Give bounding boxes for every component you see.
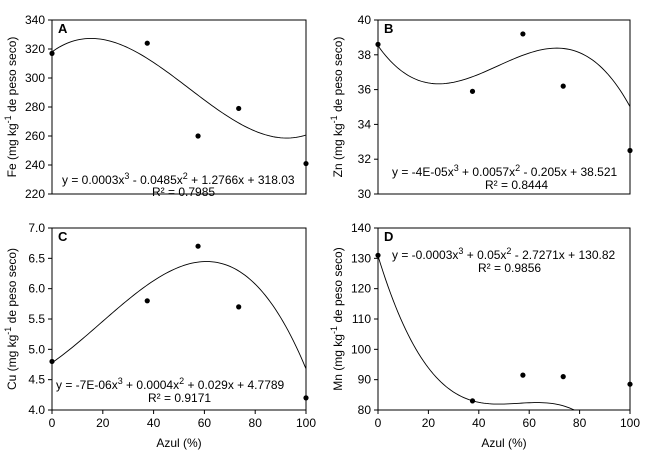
x-tick-label: 0 [375, 416, 382, 430]
y-tick-label: 240 [25, 158, 45, 172]
data-point [520, 31, 526, 37]
r-squared: R² = 0.7985 [152, 185, 215, 199]
y-tick-label: 7.0 [28, 221, 45, 235]
data-point [236, 105, 242, 112]
panel-letter: A [58, 21, 68, 36]
x-tick-label: 60 [523, 416, 537, 430]
fit-equation: y = -7E-06x3 + 0.0004x2 + 0.029x + 4.778… [56, 376, 285, 392]
y-tick-label: 340 [25, 13, 45, 27]
fit-equation: y = -0.0003x3 + 0.05x2 - 2.7271x + 130.8… [392, 246, 616, 262]
fit-curve [377, 45, 631, 107]
y-tick-label: 260 [25, 129, 45, 143]
y-tick-label: 110 [352, 312, 371, 326]
x-tick-label: 100 [620, 416, 640, 430]
y-tick-label: 220 [25, 187, 45, 201]
data-point [560, 83, 566, 89]
panel-letter: B [384, 21, 393, 36]
data-point [144, 40, 150, 46]
y-tick-label: 120 [351, 282, 371, 296]
y-tick-label: 320 [25, 42, 45, 56]
panel-d: 80 90 100 110 120 130 140 0 20 40 60 80 100 Azul (%) M… [329, 221, 640, 450]
r-squared: R² = 0.9856 [478, 261, 541, 275]
x-tick-label: 60 [198, 416, 212, 430]
y-axis-title: Cu (mg kg-1 de peso seco) [3, 248, 19, 390]
fit-curve [51, 261, 307, 369]
fit-equation: y = -4E-05x3 + 0.0057x2 - 0.205x + 38.52… [392, 163, 618, 179]
y-tick-label: 38 [358, 48, 372, 62]
panel-a: 220 240 260 280 300 320 340 Fe (mg kg-1 de peso… [3, 13, 309, 201]
r-squared: R² = 0.8444 [485, 178, 548, 192]
panel-letter: C [58, 229, 68, 244]
y-tick-label: 5.0 [28, 342, 45, 356]
fit-curve [51, 37, 307, 139]
fit-equation: y = 0.0003x3 - 0.0485x2 + 1.2766x + 318.… [62, 171, 295, 187]
y-tick-label: 34 [358, 117, 372, 131]
fit-curve [377, 255, 630, 411]
y-tick-label: 90 [358, 373, 372, 387]
x-tick-label: 0 [49, 416, 56, 430]
data-point [469, 398, 476, 404]
y-tick-label: 4.5 [28, 373, 45, 387]
y-tick-label: 6.5 [28, 251, 45, 265]
data-point [520, 372, 526, 378]
y-tick-label: 5.5 [28, 312, 45, 326]
data-point [627, 147, 633, 154]
x-tick-label: 80 [573, 416, 587, 430]
y-tick-label: 6.0 [28, 282, 45, 296]
x-tick-label: 20 [96, 416, 110, 430]
data-point [469, 88, 476, 94]
y-axis-title: Mn (mg kg-1 de peso seco) [329, 247, 345, 390]
data-point [303, 395, 309, 401]
x-tick-label: 40 [147, 416, 161, 430]
x-tick-label: 100 [296, 416, 316, 430]
x-tick-label: 20 [422, 416, 436, 430]
plot-frame [377, 19, 631, 195]
y-tick-label: 36 [358, 83, 372, 97]
y-tick-label: 32 [358, 152, 372, 166]
data-point [195, 243, 201, 249]
y-tick-label: 4.0 [28, 403, 45, 417]
data-point [627, 381, 633, 387]
x-tick-label: 80 [249, 416, 263, 430]
data-point [236, 304, 242, 310]
data-point [144, 298, 150, 304]
panel-b: 30 32 34 36 38 40 Zn (mg kg-1 de peso seco) By … [329, 13, 633, 201]
data-point [375, 252, 381, 258]
plot-frame [51, 19, 307, 195]
r-squared: R² = 0.9171 [148, 391, 211, 405]
data-point [49, 50, 55, 56]
panel-letter: D [384, 229, 393, 244]
y-tick-label: 140 [351, 221, 371, 235]
y-tick-label: 280 [25, 100, 45, 114]
y-axis-title: Fe (mg kg-1 de peso seco) [3, 37, 19, 178]
data-point [560, 374, 566, 380]
y-tick-label: 100 [351, 342, 371, 356]
data-point [375, 41, 381, 47]
y-tick-label: 130 [351, 251, 371, 265]
panel-c: 4.0 4.5 5.0 5.5 6.0 6.5 7.0 0 20 40 60 80 100 Azul (%… [3, 221, 316, 450]
data-point [49, 358, 55, 365]
data-point [303, 160, 309, 167]
y-tick-label: 300 [25, 71, 45, 85]
y-tick-label: 40 [358, 13, 372, 27]
x-axis-title: Azul (%) [156, 436, 201, 450]
x-tick-label: 40 [472, 416, 486, 430]
y-axis-title: Zn (mg kg-1 de peso seco) [329, 37, 345, 178]
x-axis-title: Azul (%) [481, 436, 526, 450]
y-tick-label: 80 [358, 403, 372, 417]
y-tick-label: 30 [358, 187, 372, 201]
data-point [195, 133, 201, 139]
